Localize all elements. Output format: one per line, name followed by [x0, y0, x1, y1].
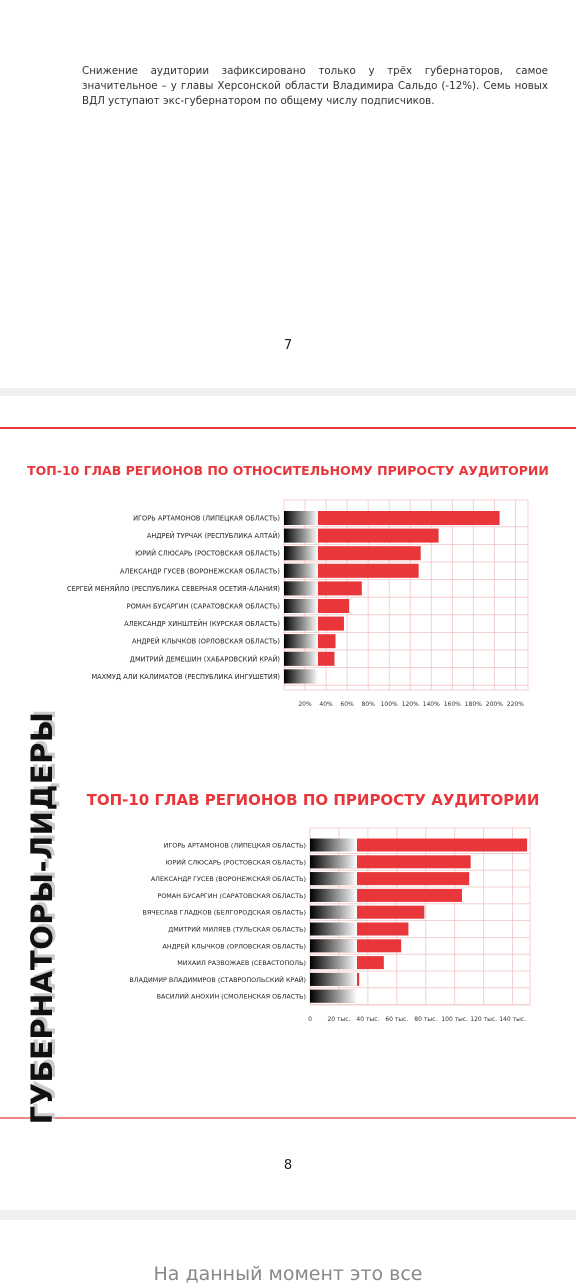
x-tick-label: 60%: [340, 701, 354, 708]
y-tick-label: АНДРЕЙ КЛЫЧКОВ (ОРЛОВСКАЯ ОБЛАСТЬ): [163, 941, 307, 950]
bar-fade: [284, 563, 318, 578]
x-tick-label: 120%: [402, 701, 419, 708]
x-tick-label: 180%: [465, 701, 482, 708]
y-tick-label: МАХМУД АЛИ КАЛИМАТОВ (РЕСПУБЛИКА ИНГУШЕТ…: [91, 673, 280, 681]
y-tick-label: АНДРЕЙ КЛЫЧКОВ (ОРЛОВСКАЯ ОБЛАСТЬ): [132, 637, 280, 646]
x-tick-label: 60 тыс.: [385, 1016, 408, 1023]
y-tick-label: АЛЕКСАНДР ХИНШТЕЙН (КУРСКАЯ ОБЛАСТЬ): [124, 619, 280, 628]
bar: [284, 528, 439, 543]
y-tick-label: ВЛАДИМИР ВЛАДИМИРОВ (СТАВРОПОЛЬСКИЙ КРАЙ…: [129, 975, 306, 984]
bar-fade: [310, 989, 357, 1003]
y-tick-label: ДМИТРИЙ МИЛЯЕВ (ТУЛЬСКАЯ ОБЛАСТЬ): [168, 925, 306, 934]
x-tick-label: 80 тыс.: [414, 1016, 437, 1023]
bar-fade: [284, 616, 318, 631]
bar: [310, 838, 528, 852]
y-tick-label: ЮРИЙ СЛЮСАРЬ (РОСТОВСКАЯ ОБЛАСТЬ): [166, 857, 306, 866]
y-tick-label: ИГОРЬ АРТАМОНОВ (ЛИПЕЦКАЯ ОБЛАСТЬ): [133, 515, 280, 523]
x-tick-label: 220%: [507, 701, 524, 708]
bar-fade: [284, 546, 318, 561]
y-tick-label: ВАСИЛИЙ АНОХИН (СМОЛЕНСКАЯ ОБЛАСТЬ): [157, 992, 306, 1001]
x-tick-label: 120 тыс.: [470, 1016, 497, 1023]
x-tick-label: 40%: [319, 701, 333, 708]
x-tick-label: 160%: [444, 701, 461, 708]
bar: [284, 546, 421, 561]
x-tick-label: 0: [308, 1016, 312, 1023]
chart-title: ТОП-10 ГЛАВ РЕГИОНОВ ПО ПРИРОСТУ АУДИТОР…: [87, 791, 540, 809]
x-tick-label: 80%: [361, 701, 375, 708]
page-gap: [0, 388, 576, 396]
y-tick-label: РОМАН БУСАРГИН (САРАТОВСКАЯ ОБЛАСТЬ): [127, 603, 280, 611]
divider: [0, 1117, 576, 1119]
bar-fade: [310, 872, 357, 886]
y-tick-label: СЕРГЕЙ МЕНЯЙЛО (РЕСПУБЛИКА СЕВЕРНАЯ ОСЕТ…: [67, 584, 280, 593]
y-tick-label: ВЯЧЕСЛАВ ГЛАДКОВ (БЕЛГОРОДСКАЯ ОБЛАСТЬ): [142, 909, 306, 917]
y-tick-label: МИХАИЛ РАЗВОЖАЕВ (СЕВАСТОПОЛЬ): [177, 959, 306, 967]
bar-fade: [284, 599, 318, 613]
bar-fade: [310, 838, 357, 852]
bar: [284, 511, 500, 525]
page-gap: [0, 1210, 576, 1220]
x-tick-label: 100 тыс.: [441, 1016, 468, 1023]
paragraph: Снижение аудитории зафиксировано только …: [82, 65, 548, 107]
divider: [0, 427, 576, 429]
y-tick-label: РОМАН БУСАРГИН (САРАТОВСКАЯ ОБЛАСТЬ): [157, 892, 306, 900]
y-tick-label: ЮРИЙ СЛЮСАРЬ (РОСТОВСКАЯ ОБЛАСТЬ): [135, 549, 280, 558]
y-tick-label: АЛЕКСАНДР ГУСЕВ (ВОРОНЕЖСКАЯ ОБЛАСТЬ): [120, 567, 280, 575]
bar-fade: [284, 651, 318, 666]
y-tick-label: ДМИТРИЙ ДЕМЕШИН (ХАБАРОВСКИЙ КРАЙ): [130, 654, 280, 663]
bar-fade: [284, 511, 318, 525]
side-title: ГУБЕРНАТОРЫ-ЛИДЕРЫ: [25, 711, 59, 1125]
bar-fade: [310, 939, 357, 953]
bar-fade: [310, 922, 357, 936]
x-tick-label: 40 тыс.: [356, 1016, 379, 1023]
x-tick-label: 20 тыс.: [327, 1016, 350, 1023]
bar-fade: [310, 972, 357, 986]
y-tick-label: ИГОРЬ АРТАМОНОВ (ЛИПЕЦКАЯ ОБЛАСТЬ): [164, 842, 306, 850]
bar-fade: [310, 855, 357, 869]
x-tick-label: 140 тыс.: [499, 1016, 526, 1023]
bar-fade: [284, 669, 318, 684]
x-tick-label: 100%: [381, 701, 398, 708]
page-number: 8: [283, 1158, 293, 1173]
page-number: 7: [283, 338, 293, 353]
bar-fade: [310, 905, 357, 919]
x-tick-label: 20%: [298, 701, 312, 708]
y-tick-label: АНДРЕЙ ТУРЧАК (РЕСПУБЛИКА АЛТАЙ): [147, 531, 280, 540]
bar-fade: [284, 581, 318, 596]
chart-title: ТОП-10 ГЛАВ РЕГИОНОВ ПО ОТНОСИТЕЛЬНОМУ П…: [27, 463, 549, 478]
x-tick-label: 140%: [423, 701, 440, 708]
y-tick-label: АЛЕКСАНДР ГУСЕВ (ВОРОНЕЖСКАЯ ОБЛАСТЬ): [151, 875, 306, 883]
bar-fade: [310, 888, 357, 902]
bar-fade: [284, 528, 318, 543]
bar-fade: [310, 956, 357, 970]
x-tick-label: 200%: [486, 701, 503, 708]
bar-fade: [284, 634, 318, 649]
